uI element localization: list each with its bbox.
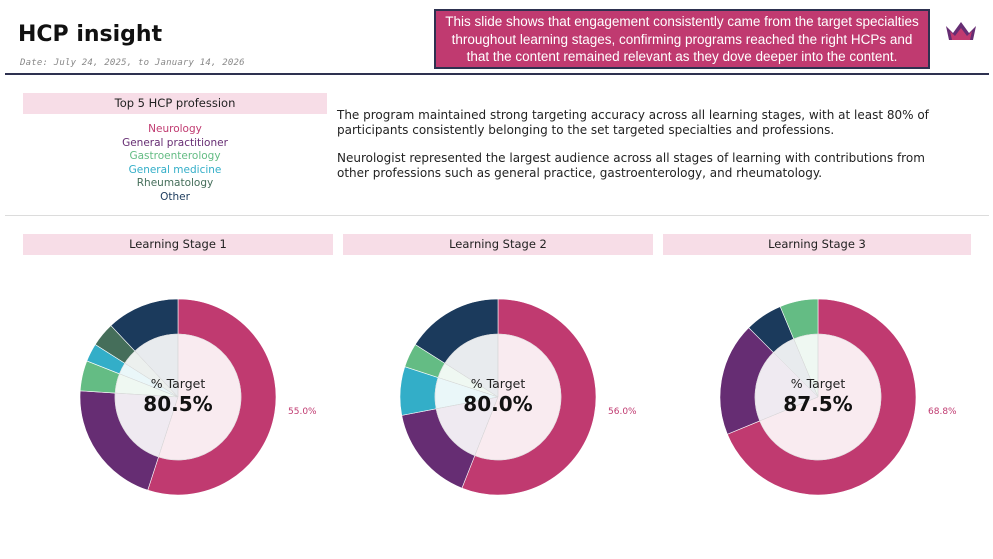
header-divider	[5, 73, 989, 75]
narrative-paragraph-2: Neurologist represented the largest audi…	[337, 151, 925, 180]
stage-3-title: Learning Stage 3	[663, 234, 971, 255]
crown-icon	[946, 22, 976, 40]
center-value: 87.5%	[783, 392, 852, 416]
inner-wedge	[759, 333, 882, 461]
professions-legend: Neurology General practitioner Gastroenter…	[23, 123, 327, 205]
stage-2-donut-chart: 56.0% % Target 80.0%	[343, 265, 653, 525]
data-label: 56.0%	[608, 407, 637, 417]
section-divider	[5, 215, 989, 216]
stage-1-title: Learning Stage 1	[23, 234, 333, 255]
center-caption: % Target	[151, 376, 206, 391]
stage-1-donut-chart: 55.0% % Target 80.5%	[23, 265, 333, 525]
profession-legend-item: Rheumatology	[136, 177, 214, 190]
inner-wedge	[793, 333, 819, 398]
center-value: 80.0%	[463, 392, 532, 416]
data-label: 68.8%	[928, 407, 957, 417]
profession-legend-item: Neurology	[148, 123, 202, 135]
inner-wedge	[474, 333, 562, 461]
page-title: HCP insight	[18, 22, 163, 47]
center-caption: % Target	[471, 376, 526, 391]
inner-wedge	[134, 333, 179, 398]
data-label: 55.0%	[288, 407, 317, 417]
date-range: Date: July 24, 2025, to January 14, 2026	[20, 58, 245, 68]
stage-3-donut-chart: 68.8% % Target 87.5%	[663, 265, 973, 525]
narrative-paragraph-1: The program maintained strong targeting …	[337, 108, 929, 137]
profession-legend-item: Other	[160, 190, 190, 203]
profession-legend-item: General medicine	[128, 163, 222, 176]
stage-2-title: Learning Stage 2	[343, 234, 653, 255]
narrative: The program maintained strong targeting …	[337, 108, 957, 194]
profession-legend-item: General practitioner	[122, 136, 228, 149]
professions-title: Top 5 HCP profession	[23, 93, 327, 114]
summary-callout: This slide shows that engagement consist…	[434, 9, 930, 69]
inner-wedge	[435, 396, 499, 456]
center-value: 80.5%	[143, 392, 212, 416]
inner-wedge	[754, 352, 819, 422]
inner-wedge	[444, 333, 499, 398]
center-caption: % Target	[791, 376, 846, 391]
inner-wedge	[114, 392, 179, 458]
profession-legend-item: Gastroenterology	[129, 150, 221, 163]
inner-wedge	[158, 333, 242, 461]
